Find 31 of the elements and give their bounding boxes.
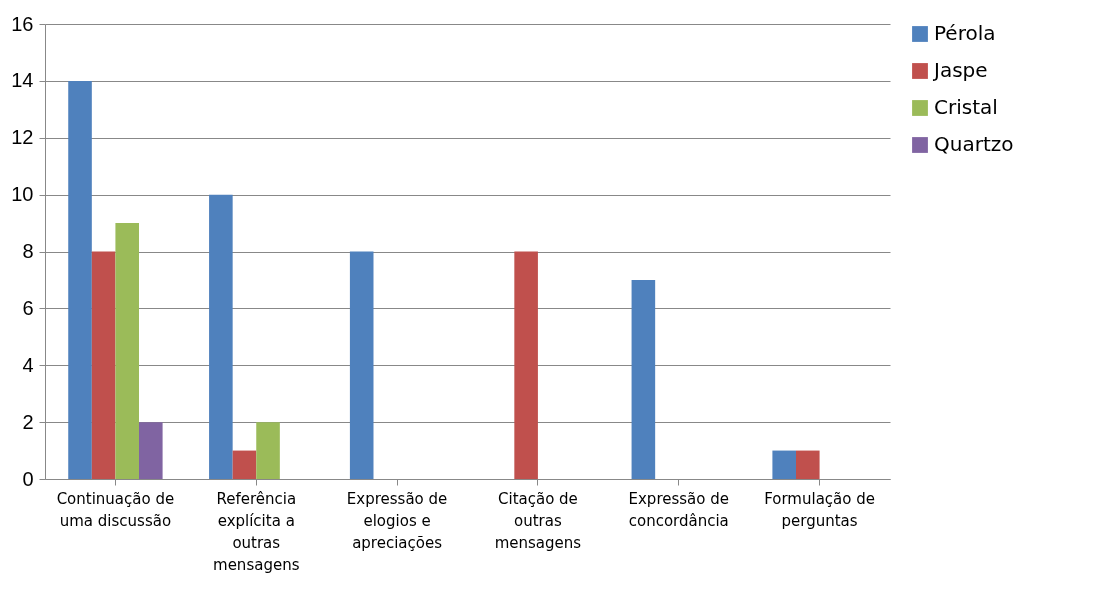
bar bbox=[232, 450, 257, 479]
y-tick-label: 6 bbox=[22, 296, 34, 319]
bar bbox=[349, 251, 374, 479]
bar bbox=[139, 422, 163, 479]
x-tick-label: Referência explícita a outras mensagens bbox=[213, 489, 300, 574]
y-tick-label: 10 bbox=[11, 183, 34, 206]
bar bbox=[772, 450, 796, 479]
bar bbox=[91, 251, 116, 479]
bar bbox=[795, 450, 820, 479]
y-tick-label: 8 bbox=[22, 240, 34, 262]
legend-label: Cristal bbox=[934, 95, 998, 119]
y-tick-label: 4 bbox=[22, 353, 34, 376]
x-tick-label: Continuação de uma discussão bbox=[56, 489, 175, 530]
y-tick-label: 16 bbox=[11, 12, 34, 35]
bar bbox=[256, 422, 280, 479]
y-tick-label: 12 bbox=[11, 126, 34, 149]
x-tick-label: Formulação de perguntas bbox=[764, 489, 875, 530]
legend-label: Quartzo bbox=[934, 132, 1014, 156]
bar bbox=[514, 251, 538, 479]
x-tick-label: Expressão de elogios e apreciações bbox=[346, 489, 448, 552]
y-tick-label: 14 bbox=[11, 69, 34, 92]
bar bbox=[209, 194, 233, 479]
legend-label: Jaspe bbox=[932, 58, 988, 82]
legend-label: Pérola bbox=[934, 21, 996, 45]
y-tick-label: 0 bbox=[22, 467, 34, 490]
y-tick-label: 2 bbox=[22, 410, 34, 433]
bar bbox=[68, 80, 92, 479]
bar bbox=[115, 223, 140, 479]
x-tick-label: Expressão de concordância bbox=[628, 489, 729, 530]
x-tick-label: Citação de outras mensagens bbox=[494, 489, 582, 552]
bar bbox=[631, 279, 656, 479]
